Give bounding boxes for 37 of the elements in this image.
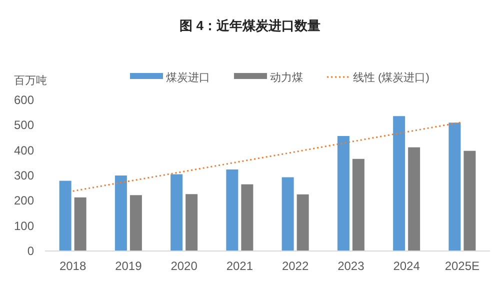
bar [130, 195, 142, 251]
x-tick-label: 2019 [115, 259, 142, 273]
line-series [72, 121, 463, 192]
bar [337, 136, 350, 251]
bar [448, 122, 461, 251]
y-tick-label: 300 [14, 168, 34, 182]
bar [226, 169, 238, 251]
bar [282, 177, 294, 251]
bar [59, 180, 72, 251]
x-tick-label: 2025E [444, 259, 480, 273]
bar [393, 116, 406, 251]
y-tick-label: 100 [14, 218, 34, 233]
bar [408, 147, 420, 251]
y-tick-label: 500 [14, 118, 34, 132]
y-tick-label: 0 [27, 244, 34, 258]
legend-label: 线性 (煤炭进口) [353, 71, 430, 84]
y-tick-label: 400 [14, 143, 34, 158]
bar [296, 194, 309, 251]
x-tick-label: 2023 [338, 259, 365, 273]
bar [464, 150, 476, 251]
x-tick-label: 2018 [59, 259, 86, 273]
legend-label: 煤炭进口 [166, 71, 210, 84]
y-axis-title: 百万吨 [14, 74, 47, 87]
bar [74, 197, 86, 251]
bar [114, 176, 127, 251]
bar [186, 194, 198, 251]
bar [241, 184, 254, 251]
bar [170, 174, 183, 251]
bar [352, 158, 364, 251]
x-tick-label: 2021 [226, 259, 254, 273]
x-tick-label: 2020 [170, 259, 198, 273]
y-tick-label: 600 [14, 93, 34, 107]
chart-title: 图 4：近年煤炭进口数量 [180, 18, 320, 33]
legend-label: 动力煤 [270, 71, 303, 84]
y-tick-label: 200 [14, 194, 34, 208]
x-tick-label: 2022 [282, 259, 309, 273]
x-tick-label: 2024 [393, 259, 420, 273]
